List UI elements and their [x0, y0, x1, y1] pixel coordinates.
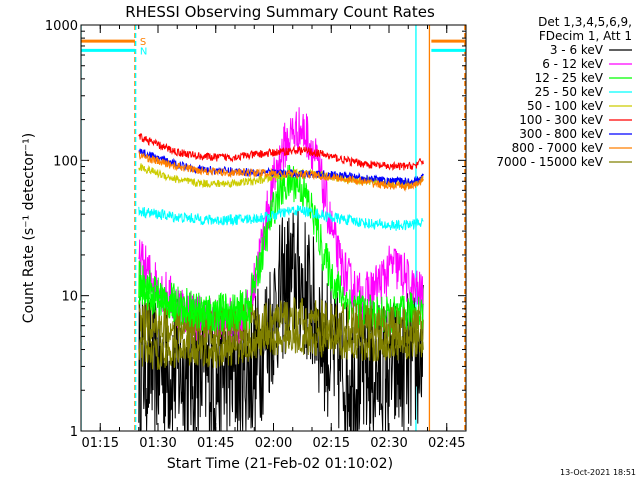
flag-label-n: N [140, 46, 147, 57]
series-line-8 [138, 151, 424, 192]
y-tick-label-4: 1000 [45, 19, 78, 34]
x-tick-label-2: 01:30 [139, 436, 176, 451]
legend-header-line-1: Det 1,3,4,5,6,9, [538, 15, 632, 29]
legend-header-line-2: FDecim 1, Att 1 [539, 29, 632, 43]
legend-label-6: 100 - 300 keV [519, 113, 603, 127]
x-axis-label: Start Time (21-Feb-02 01:10:02) [167, 456, 393, 472]
y-axis: 1 10 100 1000 [45, 19, 466, 440]
legend-label-1: 3 - 6 keV [550, 43, 604, 57]
x-tick-label-5: 02:15 [313, 436, 350, 451]
series-line-4 [138, 205, 424, 231]
y-tick-label-3: 100 [53, 154, 78, 169]
legend-label-4: 25 - 50 keV [535, 85, 604, 99]
legend-label-7: 300 - 800 keV [519, 127, 603, 141]
timestamp: 13-Oct-2021 18:51 [560, 468, 636, 477]
series-line-11 [138, 274, 251, 332]
legend-label-9: 7000 - 15000 keV [496, 155, 603, 169]
legend: Det 1,3,4,5,6,9, FDecim 1, Att 1 3 - 6 k… [496, 15, 632, 169]
x-axis: 01:15 01:30 01:45 02:00 02:15 02:30 02:45 [80, 25, 467, 451]
legend-label-5: 50 - 100 keV [527, 99, 604, 113]
series-line-6 [138, 133, 424, 171]
legend-label-8: 800 - 7000 keV [512, 141, 604, 155]
plot-content [81, 25, 466, 431]
legend-label-2: 6 - 12 keV [542, 57, 604, 71]
x-tick-label-4: 02:00 [255, 436, 292, 451]
y-tick-label-2: 10 [61, 290, 78, 305]
x-tick-label-1: 01:15 [82, 436, 119, 451]
series-line-10 [138, 323, 424, 371]
x-tick-label-6: 02:30 [370, 436, 407, 451]
series-line-9 [138, 296, 424, 351]
legend-label-3: 12 - 25 keV [535, 71, 604, 85]
y-tick-label-1: 1 [70, 425, 78, 440]
plot-area: SN [81, 25, 466, 431]
x-tick-label-3: 01:45 [197, 436, 234, 451]
chart-title: RHESSI Observing Summary Count Rates [125, 3, 435, 21]
series-line-7 [138, 148, 424, 187]
y-axis-label: Count Rate (s⁻¹ detector⁻¹) [21, 133, 37, 323]
x-tick-label-7: 02:45 [428, 436, 465, 451]
flag-label-s: S [140, 37, 146, 48]
